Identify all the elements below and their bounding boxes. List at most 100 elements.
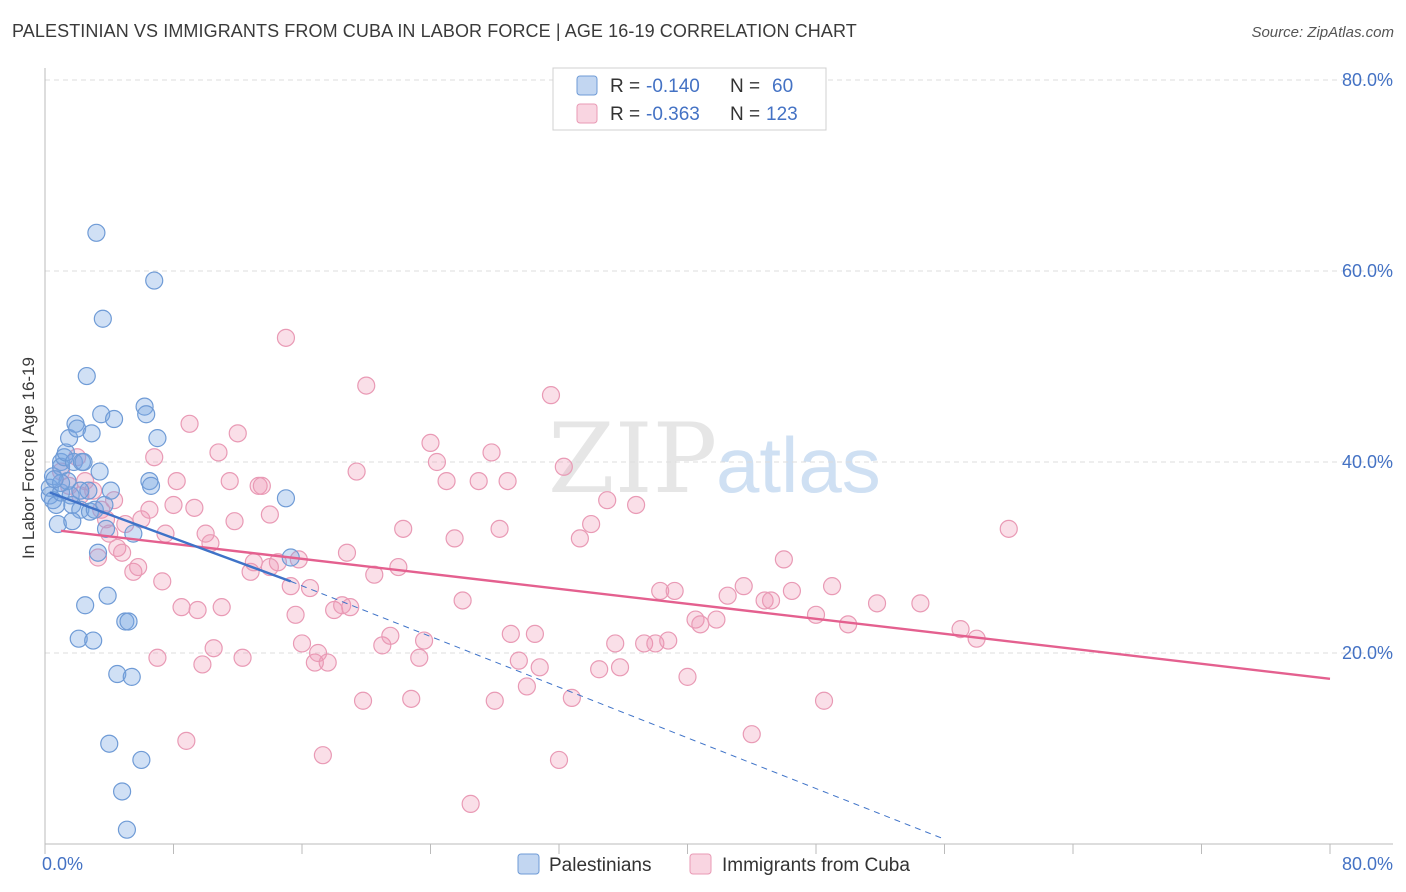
cuba-point xyxy=(541,386,561,405)
legend-r-label-1: R = xyxy=(610,76,640,97)
palestinian-point xyxy=(71,481,90,500)
cuba-point xyxy=(501,624,520,644)
trend-lines xyxy=(49,491,1331,840)
legend-n-value-1: 60 xyxy=(772,76,793,97)
series-palestinians xyxy=(40,223,300,839)
cuba-point xyxy=(421,433,440,452)
cuba-point xyxy=(129,557,148,577)
legend-box: R = -0.140 N = 60 R = -0.363 N = 123 xyxy=(552,67,827,131)
cuba-point xyxy=(286,605,305,624)
cuba-point xyxy=(308,643,328,663)
trend-line-cuba xyxy=(60,529,1331,680)
palestinian-point xyxy=(69,629,88,648)
cuba-point xyxy=(814,691,834,710)
legend-n-value-2: 123 xyxy=(766,104,798,125)
cuba-point xyxy=(554,457,573,476)
cuba-point xyxy=(164,495,183,515)
cuba-point xyxy=(626,495,646,515)
cuba-point xyxy=(782,581,802,601)
legend-r-label-2: R = xyxy=(610,104,640,125)
cuba-point xyxy=(353,691,373,710)
x-tick-labels: 0.0% 80.0% xyxy=(42,854,1393,874)
palestinian-point xyxy=(104,409,124,429)
palestinian-point xyxy=(137,405,156,424)
cuba-point xyxy=(104,491,124,510)
trend-line-palestinians-extension xyxy=(290,580,945,840)
palestinian-point xyxy=(45,470,64,489)
cuba-point xyxy=(570,529,589,548)
cuba-point xyxy=(678,667,697,686)
cuba-point xyxy=(590,660,609,679)
palestinian-point xyxy=(90,462,109,481)
x-tick-label: 80.0% xyxy=(1342,854,1393,874)
source-label: Source: ZipAtlas.com xyxy=(1251,24,1394,41)
y-tick-label: 20.0% xyxy=(1342,643,1393,663)
bottom-legend: Palestinians Immigrants from Cuba xyxy=(517,853,910,876)
cuba-point xyxy=(707,610,726,629)
palestinian-point xyxy=(122,667,141,686)
cuba-point xyxy=(517,677,536,696)
cuba-point xyxy=(755,591,774,610)
cuba-point xyxy=(260,505,279,524)
cuba-point xyxy=(761,591,781,610)
cuba-point xyxy=(84,481,103,500)
cuba-point xyxy=(337,543,357,562)
palestinian-point xyxy=(108,664,127,684)
legend-swatch-cuba xyxy=(576,103,598,124)
cuba-point xyxy=(485,691,504,710)
cuba-point xyxy=(276,328,296,347)
legend-n-label-1: N = xyxy=(730,76,760,97)
palestinian-point xyxy=(135,397,154,416)
cuba-point xyxy=(180,414,199,433)
cuba-point xyxy=(381,626,400,645)
cuba-point xyxy=(347,462,366,481)
y-tick-label: 40.0% xyxy=(1342,452,1393,472)
cuba-point xyxy=(357,376,376,395)
palestinian-point xyxy=(119,612,138,631)
palestinian-point xyxy=(276,489,296,508)
cuba-point xyxy=(145,448,164,467)
palestinian-point xyxy=(132,750,151,770)
cuba-point xyxy=(867,594,887,613)
cuba-point xyxy=(212,598,231,617)
cuba-point xyxy=(951,620,970,639)
cuba-point xyxy=(606,634,625,653)
cuba-point xyxy=(659,631,678,650)
cuba-point xyxy=(453,591,472,610)
palestinian-point xyxy=(87,223,106,242)
cuba-point xyxy=(220,472,239,491)
bottom-legend-swatch-cuba xyxy=(689,853,712,875)
cuba-point xyxy=(410,648,429,667)
cuba-point xyxy=(318,653,337,672)
cuba-point xyxy=(742,725,761,744)
cuba-point xyxy=(999,519,1018,538)
bottom-legend-palestinians: Palestinians xyxy=(549,855,651,876)
palestinian-point xyxy=(141,476,161,495)
bottom-legend-cuba: Immigrants from Cuba xyxy=(722,855,910,876)
palestinian-point xyxy=(101,481,120,500)
cuba-point xyxy=(209,443,228,462)
watermark-atlas: atlas xyxy=(716,421,881,509)
palestinian-point xyxy=(48,514,67,534)
cuba-point xyxy=(718,586,737,605)
cuba-point xyxy=(394,519,413,538)
axes xyxy=(44,68,1393,854)
cuba-point xyxy=(300,578,320,598)
y-tick-labels: 20.0% 40.0% 60.0% 80.0% xyxy=(1342,70,1393,663)
palestinian-point xyxy=(63,512,82,531)
cuba-point xyxy=(313,746,332,765)
palestinian-point xyxy=(68,419,87,438)
cuba-point xyxy=(427,452,447,472)
cuba-point xyxy=(530,658,549,677)
trend-line-palestinians xyxy=(49,491,292,583)
y-axis-label: In Labor Force | Age 16-19 xyxy=(19,357,38,559)
cuba-point xyxy=(228,424,247,443)
cuba-point xyxy=(88,548,108,567)
cuba-point xyxy=(204,639,223,658)
palestinian-point xyxy=(93,309,112,328)
cuba-point xyxy=(562,688,581,707)
cuba-point xyxy=(498,472,517,491)
cuba-point xyxy=(582,514,601,534)
cuba-point xyxy=(598,491,617,510)
